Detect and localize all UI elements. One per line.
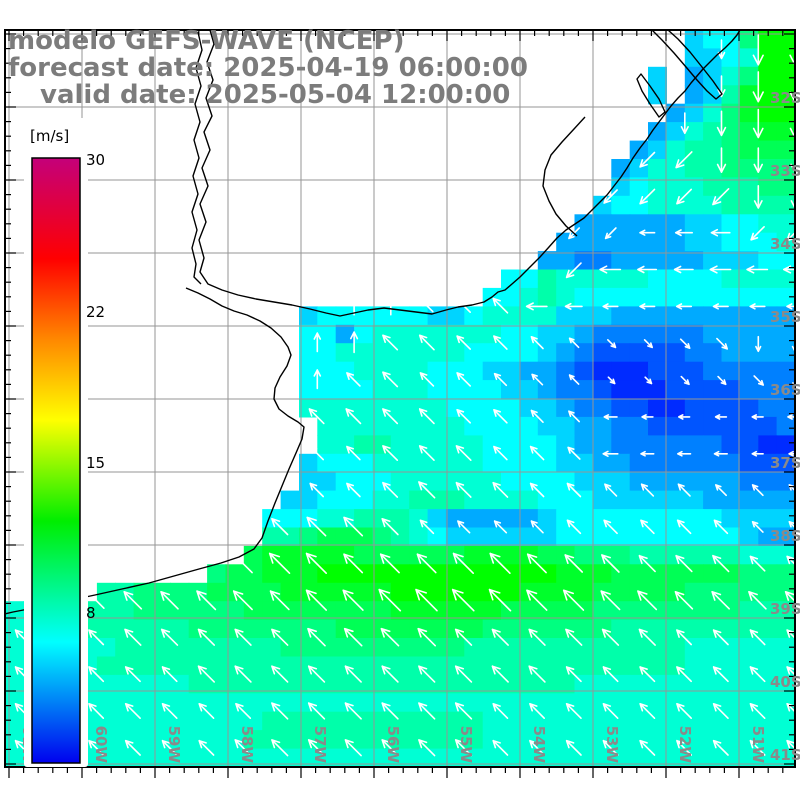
colorbar — [24, 118, 88, 767]
coastline-layer — [5, 30, 741, 615]
lat-label-35S: 35S — [770, 308, 800, 326]
coastline-parana-river-bank — [191, 31, 203, 285]
lat-label-39S: 39S — [770, 600, 800, 618]
lon-label-53W: 53W — [603, 726, 621, 764]
lon-label-58W: 58W — [238, 726, 256, 764]
colorbar-unit-label: [m/s] — [30, 127, 70, 145]
model-title: modelo GEFS-WAVE (NCEP) — [8, 26, 405, 56]
lon-label-51W: 51W — [749, 726, 767, 764]
colorbar-tick-22: 22 — [86, 303, 106, 321]
colorbar-gradient — [31, 157, 81, 764]
lon-label-59W: 59W — [165, 726, 183, 764]
lat-label-41S: 41S — [770, 746, 800, 764]
lat-label-40S: 40S — [770, 673, 800, 691]
speed-cells-layer — [5, 30, 795, 767]
lon-label-52W: 52W — [676, 726, 694, 764]
axis-ticks — [5, 30, 795, 778]
lat-label-36S: 36S — [770, 381, 800, 399]
coastline-lagoa-dos-patos-south-tip — [636, 73, 666, 118]
lat-label-37S: 37S — [770, 454, 800, 472]
lat-label-32S: 32S — [770, 89, 800, 107]
colorbar-tick-15: 15 — [86, 454, 106, 472]
coastline-lagoa-mirim-west-shore — [542, 116, 586, 237]
colorbar-tick-8: 8 — [86, 604, 96, 622]
lat-label-33S: 33S — [770, 162, 800, 180]
colorbar-tick-30: 30 — [86, 151, 106, 169]
valid-date-label: valid date: 2025-05-04 12:00:00 — [40, 80, 511, 110]
coastline-lagoa-dos-patos — [651, 30, 723, 100]
lon-label-54W: 54W — [530, 726, 548, 764]
wind-arrows-layer — [14, 34, 795, 757]
lon-label-56W: 56W — [384, 726, 402, 764]
lon-label-57W: 57W — [311, 726, 329, 764]
lat-label-38S: 38S — [770, 527, 800, 545]
lat-label-34S: 34S — [770, 235, 800, 253]
coastline-argentina-coast — [5, 287, 305, 615]
forecast-date-label: forecast date: 2025-04-19 06:00:00 — [8, 53, 528, 83]
lon-label-60W: 60W — [92, 726, 110, 764]
lon-label-55W: 55W — [457, 726, 475, 764]
coastline-uruguay-river-and-atlantic-coast — [198, 30, 741, 317]
